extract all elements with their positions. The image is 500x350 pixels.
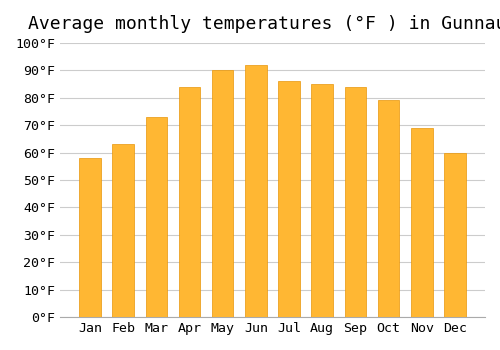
Bar (178, 87, 201, 317)
Bar (312, 84, 333, 317)
Bar (112, 144, 134, 317)
Bar (344, 87, 366, 317)
Bar (444, 153, 466, 317)
Bar (146, 117, 167, 317)
Bar (245, 65, 266, 317)
Bar (411, 128, 432, 317)
Bar (79, 158, 100, 317)
Title: Average monthly temperatures (°F ) in Gunnaur: Average monthly temperatures (°F ) in Gu… (28, 15, 500, 33)
Bar (278, 81, 300, 317)
Bar (378, 100, 400, 317)
Bar (212, 70, 234, 317)
